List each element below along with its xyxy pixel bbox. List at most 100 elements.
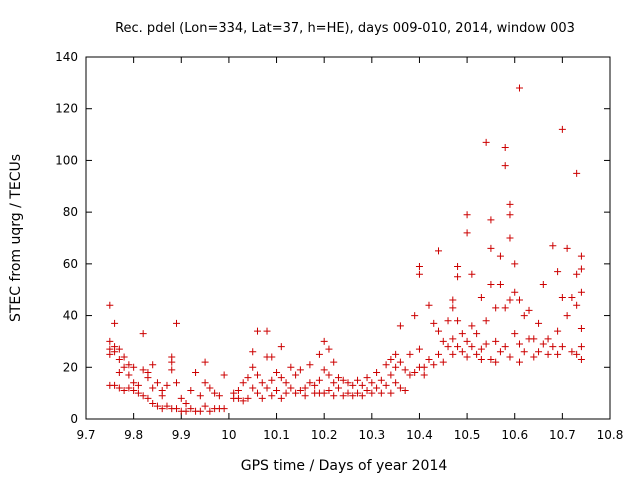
data-point xyxy=(363,387,371,395)
data-point xyxy=(506,353,514,361)
data-point xyxy=(301,384,309,392)
data-point xyxy=(430,319,438,327)
data-point xyxy=(130,379,138,387)
data-point xyxy=(501,162,509,170)
data-point xyxy=(149,399,157,407)
data-point xyxy=(234,394,242,402)
data-point xyxy=(468,322,476,330)
data-point xyxy=(125,384,133,392)
data-point xyxy=(577,325,585,332)
data-point xyxy=(506,234,514,242)
data-point xyxy=(330,379,338,387)
data-point xyxy=(287,384,295,392)
data-point xyxy=(487,281,495,289)
data-point xyxy=(125,371,133,379)
data-point xyxy=(111,381,119,389)
data-point xyxy=(354,389,362,397)
data-point xyxy=(535,348,543,356)
y-tick-label: 60 xyxy=(63,257,78,271)
data-point xyxy=(215,392,223,400)
data-point xyxy=(120,353,128,361)
y-axis-label: STEC from uqrg / TECUs xyxy=(8,154,24,322)
x-tick-label: 10 xyxy=(221,428,236,442)
data-point xyxy=(482,138,490,146)
x-tick-label: 10.2 xyxy=(311,428,338,442)
data-point xyxy=(149,361,157,369)
data-point xyxy=(311,381,319,389)
data-point xyxy=(149,384,157,392)
data-point xyxy=(273,387,281,395)
data-point xyxy=(273,368,281,376)
data-point xyxy=(211,389,219,397)
data-point xyxy=(292,371,300,379)
data-point xyxy=(563,244,571,252)
data-point xyxy=(244,394,252,402)
data-point xyxy=(277,374,285,382)
data-point xyxy=(334,374,342,382)
data-point xyxy=(515,340,523,348)
data-point xyxy=(492,304,500,312)
y-tick-label: 80 xyxy=(63,205,78,219)
data-point xyxy=(501,343,509,351)
data-point xyxy=(392,363,400,371)
data-points xyxy=(106,84,585,415)
data-point xyxy=(415,345,423,353)
data-point xyxy=(144,394,152,402)
data-point xyxy=(530,335,538,343)
data-point xyxy=(396,322,404,330)
data-point xyxy=(496,252,504,260)
data-point xyxy=(168,353,176,361)
data-point xyxy=(106,350,114,358)
data-point xyxy=(549,343,557,351)
data-point xyxy=(454,343,462,351)
data-point xyxy=(253,389,261,397)
data-point xyxy=(144,368,152,376)
data-point xyxy=(196,407,204,415)
data-point xyxy=(425,301,433,309)
data-point xyxy=(387,389,395,397)
data-point xyxy=(577,288,585,296)
data-point xyxy=(477,293,485,301)
data-point xyxy=(263,327,271,335)
data-point xyxy=(120,363,128,371)
data-point xyxy=(206,407,214,415)
data-point xyxy=(349,381,357,389)
y-tick-label: 20 xyxy=(63,360,78,374)
data-point xyxy=(482,317,490,325)
data-point xyxy=(158,387,166,395)
data-point xyxy=(382,381,390,389)
plot-frame xyxy=(85,56,611,420)
data-point xyxy=(568,348,576,356)
data-point xyxy=(249,384,257,392)
data-point xyxy=(173,319,181,327)
data-point xyxy=(506,211,514,219)
data-point xyxy=(292,389,300,397)
y-tick-label: 140 xyxy=(55,50,78,64)
data-point xyxy=(168,366,176,374)
data-point xyxy=(573,350,581,358)
data-point xyxy=(449,304,457,312)
data-point xyxy=(577,356,585,364)
data-point xyxy=(449,350,457,358)
data-point xyxy=(296,387,304,395)
data-point xyxy=(401,366,409,374)
data-point xyxy=(282,389,290,397)
data-point xyxy=(435,327,443,335)
data-point xyxy=(396,358,404,366)
data-point xyxy=(320,337,328,345)
data-point xyxy=(501,144,509,151)
data-point xyxy=(387,371,395,379)
data-point xyxy=(577,252,585,260)
data-point xyxy=(163,381,171,389)
data-point xyxy=(120,387,128,395)
data-point xyxy=(411,312,419,320)
data-point xyxy=(139,366,147,374)
data-point xyxy=(435,350,443,358)
data-point xyxy=(577,265,585,273)
data-point xyxy=(454,262,462,270)
data-point xyxy=(249,363,257,371)
data-point xyxy=(454,273,462,281)
data-point xyxy=(334,384,342,392)
data-point xyxy=(363,374,371,382)
